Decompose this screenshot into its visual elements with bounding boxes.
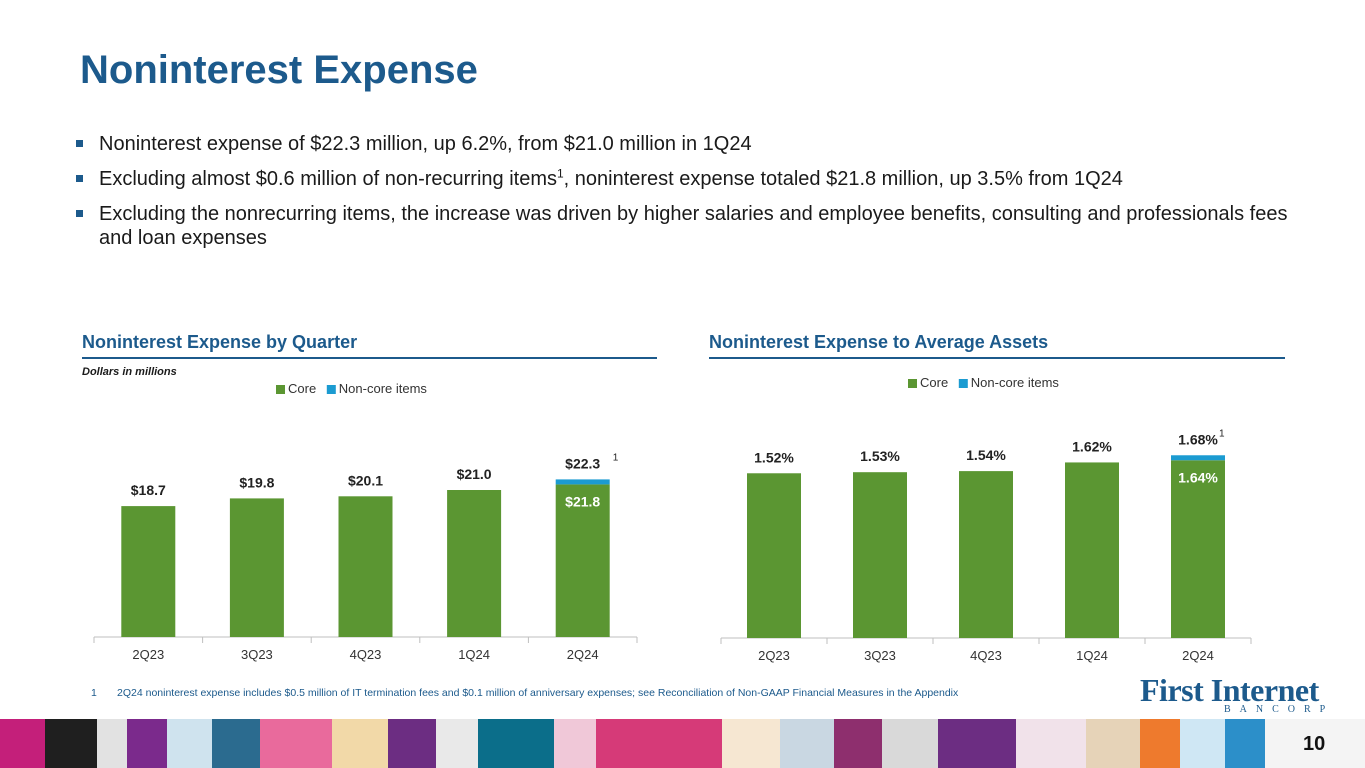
bullet-marker [76,140,83,147]
legend-label: Core [920,375,948,390]
legend-label: Non-core items [339,381,428,396]
bullet-list: Noninterest expense of $22.3 million, up… [76,132,1306,261]
bullet-text: Excluding almost $0.6 million of non-rec… [99,168,557,190]
data-label-inner: $21.8 [565,493,600,509]
legend-swatch [958,379,968,388]
left-chart-title: Noninterest Expense by Quarter [82,332,358,352]
data-label: 1.52% [754,449,794,465]
bullet-text-continued: , noninterest expense totaled $21.8 mill… [563,168,1123,190]
legend-swatch [908,379,917,388]
data-label: 1.62% [1072,438,1112,454]
x-tick-label: 2Q24 [567,647,599,662]
bullet-marker [76,210,83,217]
legend-swatch [326,385,336,394]
x-tick-label: 4Q23 [970,648,1002,663]
data-label: $21.0 [457,466,492,482]
x-tick-label: 2Q24 [1182,648,1214,663]
page-number: 10 [1303,733,1326,755]
bar-core [229,498,284,637]
bullet-text: Noninterest expense of $22.3 million, up… [99,133,752,155]
data-label: 1.54% [966,447,1006,463]
bullet-marker [76,175,83,182]
footnote-ref: 1 [556,166,564,181]
x-tick-label: 1Q24 [458,647,490,662]
bar-noncore [555,479,610,485]
footnote-number: 1 [91,687,97,699]
legend-label: Non-core items [971,375,1060,390]
footnote: 1 2Q24 noninterest expense includes $0.5 … [91,687,958,699]
bar-core [747,473,801,638]
footnote-text: 2Q24 noninterest expense includes $0.5 m… [117,687,959,699]
x-tick-label: 4Q23 [350,647,382,662]
bar-core [959,471,1013,638]
left-title-rule [82,357,657,359]
right-title-rule [709,357,1285,359]
legend-swatch [276,385,285,394]
legend-label: Core [288,381,316,396]
bar-core [853,472,907,638]
bar-core [1171,460,1225,638]
footnote-marker: 1 [1219,428,1225,439]
bullet-text: Excluding the nonrecurring items, the in… [99,203,1288,249]
footnote-marker: 1 [613,452,619,463]
data-label: $20.1 [348,472,383,488]
x-tick-label: 1Q24 [1076,648,1108,663]
bullet-item: Excluding almost $0.6 million of non-rec… [76,167,1306,191]
data-label: 1.53% [860,448,900,464]
x-tick-label: 2Q23 [132,647,164,662]
bar-core [447,490,502,637]
bullet-item: Excluding the nonrecurring items, the in… [76,202,1306,250]
units-label: Dollars in millions [82,366,177,378]
data-label: $18.7 [131,482,166,498]
data-label: $19.8 [239,474,274,490]
x-tick-label: 3Q23 [864,648,896,663]
bar-core [121,506,176,637]
bullet-item: Noninterest expense of $22.3 million, up… [76,132,1306,156]
right-chart-title: Noninterest Expense to Average Assets [709,332,1049,352]
data-label: 1.68% [1178,431,1218,447]
x-tick-label: 3Q23 [241,647,273,662]
company-logo: First Internet BANCORP [1140,672,1350,715]
page-title: Noninterest Expense [80,48,478,92]
bar-core [1065,462,1119,638]
decorative-banner [0,719,1365,768]
x-tick-label: 2Q23 [758,648,790,663]
data-label: $22.3 [565,455,600,471]
bar-noncore [1171,455,1225,461]
logo-name: First Internet [1140,672,1319,708]
data-label-inner: 1.64% [1178,469,1218,485]
bar-core [555,484,610,637]
logo-sub: BANCORP [1224,704,1335,715]
bar-core [338,496,393,637]
